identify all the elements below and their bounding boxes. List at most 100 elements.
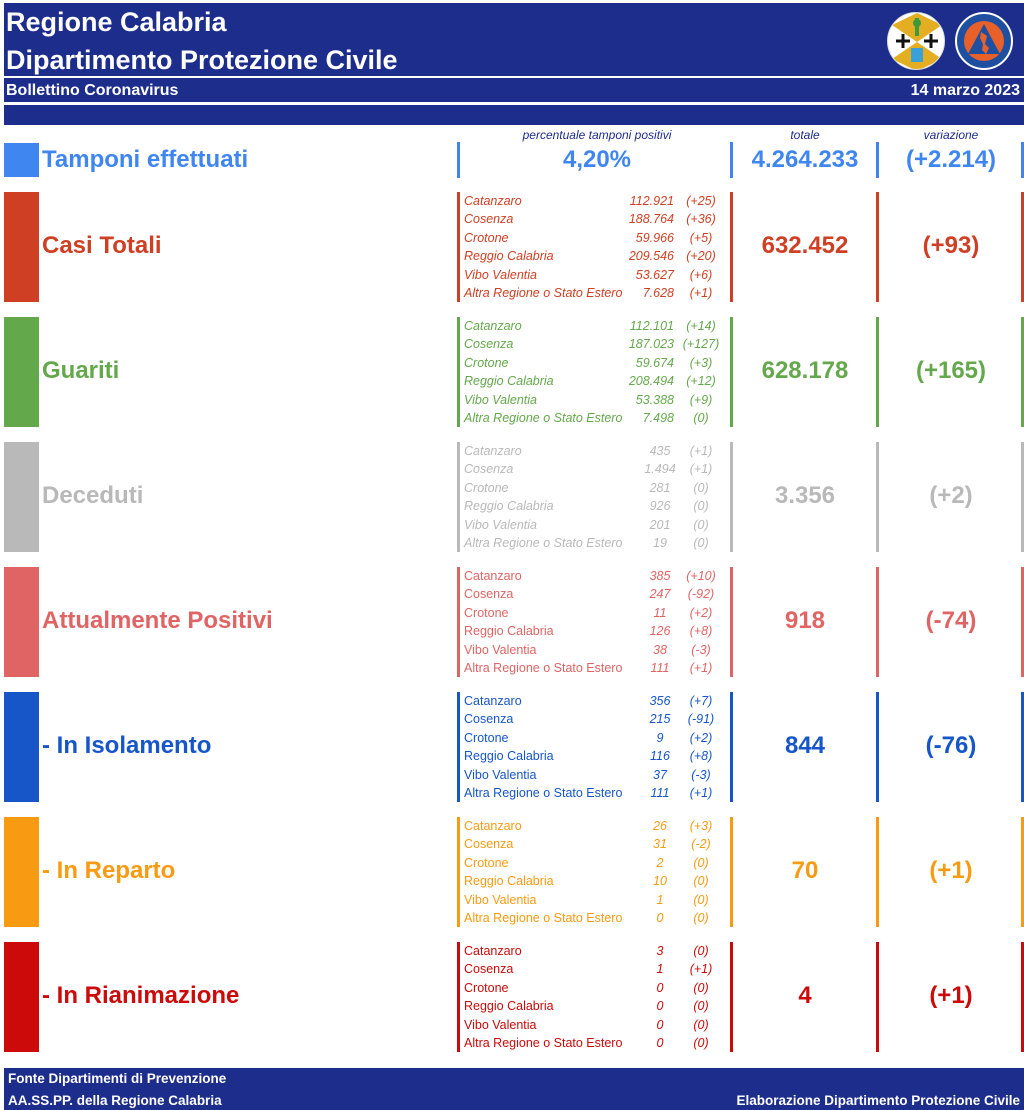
divider: [1021, 692, 1024, 802]
province-delta: (+8): [689, 749, 713, 764]
section-label: - In Reparto: [42, 857, 176, 884]
province-name: Reggio Calabria: [464, 999, 554, 1014]
province-value: 188.764: [628, 212, 674, 227]
province-delta: (+20): [686, 249, 716, 264]
province-row: Cosenza 31 (-2): [464, 835, 730, 853]
province-value: 126: [649, 624, 671, 639]
province-delta: (0): [693, 499, 709, 514]
footer-source-line2: AA.SS.PP. della Regione Calabria: [8, 1093, 222, 1108]
header-banner: [4, 3, 1024, 76]
column-header-total: totale: [790, 128, 820, 142]
province-delta: (+10): [686, 569, 716, 583]
province-row: Catanzaro 26 (+3): [464, 817, 730, 835]
province-value: 112.921: [629, 194, 674, 208]
divider: [457, 942, 460, 1052]
province-name: Vibo Valentia: [464, 392, 537, 407]
divider: [457, 192, 460, 302]
section-variation: (+2): [929, 482, 973, 509]
province-value: 59.674: [635, 355, 674, 370]
section-label: Deceduti: [42, 482, 144, 509]
province-name: Crotone: [464, 480, 509, 495]
regione-calabria-emblem-icon: [887, 12, 945, 70]
province-row: Cosenza 247 (-92): [464, 585, 730, 603]
province-value: 208.494: [628, 374, 674, 389]
divider: [876, 567, 879, 677]
province-delta: (+1): [689, 444, 713, 458]
section-variation: (+1): [929, 982, 973, 1009]
province-value: 1.494: [644, 462, 676, 477]
province-name: Vibo Valentia: [464, 267, 537, 282]
province-row: Vibo Valentia 0 (0): [464, 1016, 730, 1034]
protezione-civile-emblem-icon: [955, 12, 1013, 70]
province-row: Altra Regione o Stato Estero 7.498 (0): [464, 409, 730, 427]
section-color-bar: [4, 442, 39, 552]
province-name: Altra Regione o Stato Estero: [464, 911, 623, 925]
province-name: Reggio Calabria: [464, 374, 554, 389]
divider: [730, 942, 733, 1052]
province-name: Crotone: [464, 605, 509, 620]
province-breakdown: Catanzaro 112.921 (+25) Cosenza 188.764 (+36)…: [464, 192, 730, 302]
province-value: 11: [653, 605, 667, 620]
column-header-variation: variazione: [923, 128, 979, 142]
province-name: Vibo Valentia: [464, 642, 537, 657]
province-value: 201: [649, 517, 671, 532]
section-total: 628.178: [761, 357, 849, 384]
province-row: Vibo Valentia 53.388 (+9): [464, 391, 730, 409]
province-value: 111: [650, 786, 670, 800]
section-deceduti: Deceduti Catanzaro 435 (+1) Cosenza 1.494 (+1)…: [0, 440, 1024, 554]
province-name: Cosenza: [464, 212, 514, 227]
province-delta: (+14): [686, 319, 716, 333]
bulletin-subtitle: Bollettino Coronavirus: [6, 82, 179, 99]
divider: [457, 317, 460, 427]
header-spacer-bar: [4, 105, 1024, 125]
province-name: Cosenza: [464, 712, 514, 727]
province-delta: (-2): [691, 837, 711, 852]
province-value: 0: [656, 1036, 664, 1050]
divider: [457, 567, 460, 677]
section-label: Attualmente Positivi: [42, 607, 273, 634]
province-value: 281: [649, 480, 671, 495]
section-total: 918: [784, 607, 826, 634]
province-value: 0: [656, 980, 664, 995]
province-delta: (+5): [689, 230, 713, 245]
divider: [1021, 817, 1024, 927]
province-value: 26: [653, 819, 667, 833]
province-delta: (+1): [689, 661, 713, 675]
footer-credit: Elaborazione Dipartimento Protezione Civ…: [736, 1093, 1020, 1108]
province-delta: (0): [693, 855, 709, 870]
province-row: Vibo Valentia 37 (-3): [464, 766, 730, 784]
province-delta: (+2): [689, 730, 713, 745]
province-value: 38: [653, 642, 667, 657]
province-delta: (+12): [686, 374, 716, 389]
province-delta: (+1): [689, 962, 713, 977]
divider: [1021, 192, 1024, 302]
divider: [457, 692, 460, 802]
province-name: Altra Regione o Stato Estero: [464, 1036, 623, 1050]
province-value: 19: [653, 536, 667, 550]
province-delta: (+6): [689, 267, 713, 282]
tamponi-percent-positive: 4,20%: [562, 146, 632, 173]
province-value: 112.101: [629, 319, 674, 333]
province-row: Altra Regione o Stato Estero 19 (0): [464, 534, 730, 552]
section-color-bar: [4, 817, 39, 927]
province-row: Crotone 59.674 (+3): [464, 354, 730, 372]
divider: [457, 442, 460, 552]
province-row: Crotone 0 (0): [464, 979, 730, 997]
province-name: Reggio Calabria: [464, 749, 554, 764]
section-in-reparto: - In Reparto Catanzaro 26 (+3) Cosenza 31 (-2)…: [0, 815, 1024, 929]
divider: [1021, 142, 1024, 178]
province-value: 209.546: [628, 249, 674, 264]
province-row: Reggio Calabria 126 (+8): [464, 622, 730, 640]
province-value: 31: [653, 837, 667, 852]
province-breakdown: Catanzaro 112.101 (+14) Cosenza 187.023 (+127…: [464, 317, 730, 427]
header-title-department: Dipartimento Protezione Civile: [6, 45, 398, 75]
province-value: 215: [649, 712, 671, 727]
province-name: Crotone: [464, 855, 509, 870]
province-delta: (0): [693, 911, 709, 925]
province-name: Cosenza: [464, 587, 514, 602]
divider: [1021, 317, 1024, 427]
province-value: 435: [649, 444, 671, 458]
province-value: 1: [656, 892, 664, 907]
province-row: Vibo Valentia 201 (0): [464, 516, 730, 534]
province-value: 2: [656, 855, 664, 870]
